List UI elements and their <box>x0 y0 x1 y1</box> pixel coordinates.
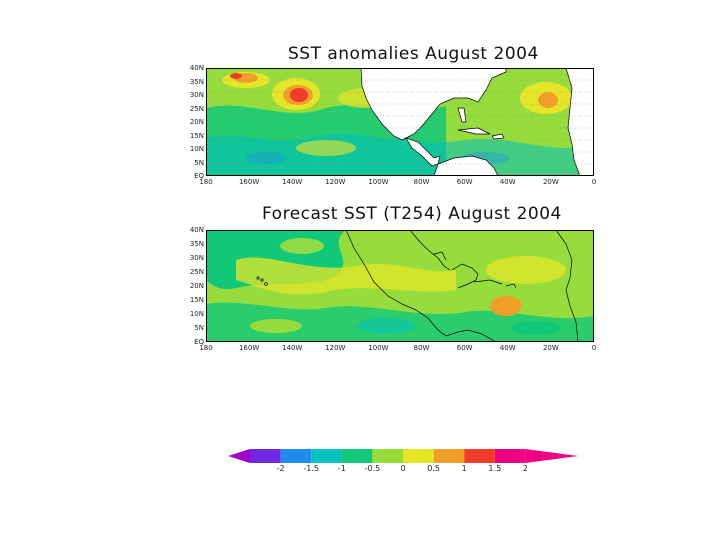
forecast-sst-map <box>206 230 594 342</box>
longitude-label: 120W <box>325 178 346 186</box>
colorbar-bin <box>372 449 403 463</box>
latitude-label: EQ <box>194 338 204 346</box>
longitude-label: 180 <box>199 178 213 186</box>
map2-frame <box>206 230 594 342</box>
colorbar-label: 2 <box>522 464 528 473</box>
colorbar-label: 0.5 <box>427 464 440 473</box>
map1-florida <box>457 107 467 123</box>
latitude-label: 10N <box>189 310 204 318</box>
longitude-label: 20W <box>542 178 559 186</box>
longitude-label: 180 <box>199 344 213 352</box>
latitude-label: 15N <box>189 131 204 140</box>
longitude-label: 40W <box>499 344 516 352</box>
longitude-label: 60W <box>456 344 473 352</box>
colorbar-bin <box>311 449 342 463</box>
colorbar-bin <box>464 449 495 463</box>
latitude-label: 25N <box>189 268 204 276</box>
colorbar-label: -1 <box>337 464 346 473</box>
map1-africa <box>565 68 594 176</box>
colorbar-bin <box>494 449 526 463</box>
map2-title: Forecast SST (T254) August 2004 <box>262 204 562 224</box>
longitude-label: 140W <box>282 178 303 186</box>
colorbar-label: 1 <box>461 464 467 473</box>
colorbar-bin <box>433 449 465 463</box>
map2-landmasses <box>256 230 579 342</box>
longitude-label: 60W <box>456 178 473 186</box>
longitude-label: 80W <box>413 178 430 186</box>
longitude-label: 0 <box>591 344 597 352</box>
colorbar-label: 1.5 <box>488 464 502 473</box>
latitude-label: 25N <box>189 104 204 113</box>
map2-forecast-field <box>206 230 594 342</box>
map1-cuba <box>457 127 491 135</box>
latitude-label: EQ <box>194 172 204 180</box>
latitude-label: 35N <box>189 77 204 86</box>
latitude-label: 30N <box>189 254 204 262</box>
latitude-label: 10N <box>189 145 204 153</box>
colorbar-bin <box>403 449 434 463</box>
colorbar-bin <box>280 449 312 463</box>
latitude-label: 5N <box>194 324 204 332</box>
longitude-label: 40W <box>499 178 516 186</box>
longitude-label: 100W <box>368 178 389 186</box>
longitude-label: 160W <box>238 344 260 352</box>
latitude-label: 20N <box>189 282 204 290</box>
colorbar-high-arrow <box>525 449 578 463</box>
longitude-label: 0 <box>591 178 597 186</box>
colorbar-label: 0 <box>400 464 406 473</box>
map1-landmasses <box>360 68 594 176</box>
latitude-label: 15N <box>189 296 204 304</box>
map1-title: SST anomalies August 2004 <box>288 44 539 64</box>
longitude-label: 20W <box>542 344 559 352</box>
longitude-label: 100W <box>368 344 389 352</box>
colorbar-label: -1.5 <box>303 464 319 473</box>
sst-anomaly-map <box>206 68 594 176</box>
longitude-label: 160W <box>238 178 260 186</box>
latitude-label: 20N <box>189 118 204 126</box>
colorbar-bin <box>341 449 373 463</box>
colorbar-label: -2 <box>276 464 285 473</box>
map1-hispaniola <box>491 133 505 140</box>
colorbar <box>228 449 578 463</box>
latitude-label: 40N <box>189 226 204 234</box>
longitude-label: 80W <box>413 344 430 352</box>
map1-central-america <box>405 137 441 167</box>
latitude-label: 30N <box>189 91 204 99</box>
latitude-label: 35N <box>189 240 204 248</box>
latitude-label: 5N <box>194 158 204 167</box>
longitude-label: 120W <box>325 344 346 352</box>
colorbar-label: -0.5 <box>364 464 381 473</box>
colorbar-bin <box>250 449 281 463</box>
map1-frame <box>206 68 594 176</box>
longitude-label: 140W <box>282 344 303 352</box>
colorbar-low-arrow <box>228 449 250 463</box>
latitude-label: 40N <box>189 64 204 72</box>
map1-south-america <box>433 155 499 176</box>
